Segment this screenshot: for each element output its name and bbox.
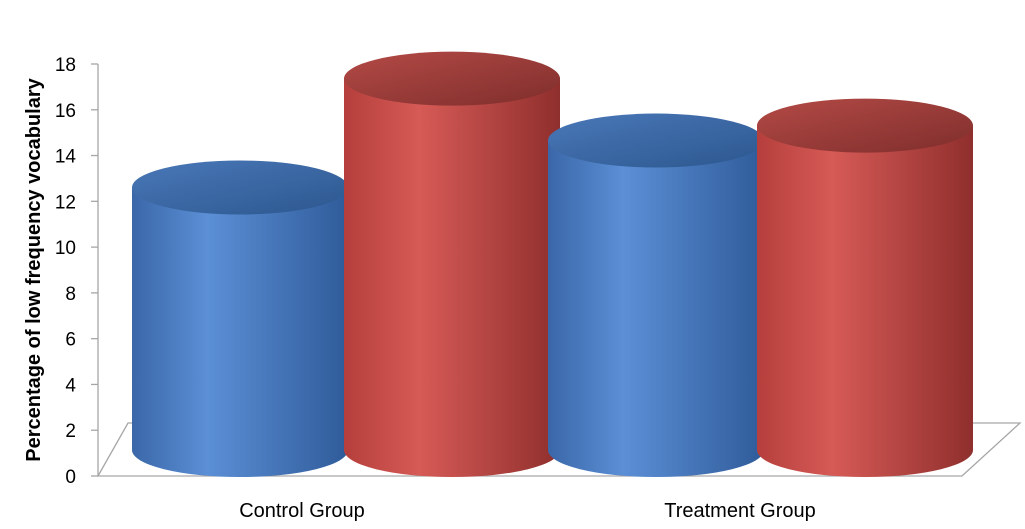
y-tick-label: 2 [65,421,76,442]
bar-control-group-series-2 [344,51,560,477]
bars [132,51,973,478]
bar-top [344,51,560,106]
x-category-label: Control Group [239,500,365,522]
x-category-label: Treatment Group [664,500,816,522]
bar-body [132,187,348,477]
y-tick-label: 16 [55,101,76,122]
y-axis-title: Percentage of low frequency vocabulary [23,77,45,461]
category-labels: Control Group Treatment Group [239,500,816,522]
bar-top [757,98,973,153]
bar-body [344,78,560,477]
y-tick-label: 14 [55,147,77,168]
bar-control-group-series-1 [132,160,348,477]
bar-body [757,125,973,478]
y-tick-label: 4 [65,375,76,396]
bar-top [548,113,764,168]
bar-body [548,140,764,477]
y-tick-label: 0 [65,467,76,488]
y-tick-label: 6 [65,330,76,351]
bar-treatment-group-series-1 [548,113,764,477]
bar-treatment-group-series-2 [757,98,973,478]
y-tick-label: 18 [55,55,76,76]
bar-top [132,160,348,215]
y-tick-label: 10 [55,238,76,259]
y-axis-ticks: 0 2 4 6 8 10 12 14 16 18 [55,55,98,488]
y-tick-label: 12 [55,192,76,213]
y-tick-label: 8 [65,284,76,305]
